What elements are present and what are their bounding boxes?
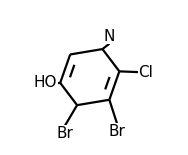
Text: Br: Br — [109, 124, 125, 139]
Text: HO: HO — [33, 75, 57, 90]
Text: Br: Br — [56, 126, 73, 141]
Text: N: N — [104, 29, 115, 44]
Text: Cl: Cl — [139, 65, 153, 80]
